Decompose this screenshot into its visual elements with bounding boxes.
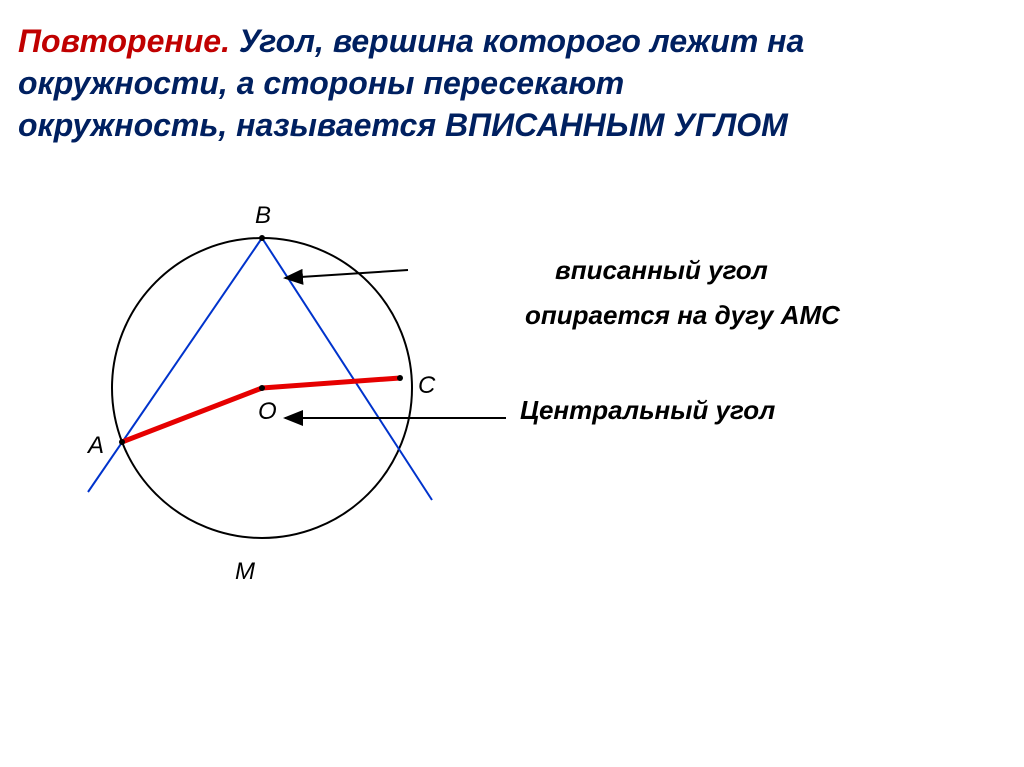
point-dot-A xyxy=(119,439,125,445)
point-dot-C xyxy=(397,375,403,381)
point-dot-B xyxy=(259,235,265,241)
central-angle-side-2 xyxy=(262,378,400,388)
geometry-diagram xyxy=(0,0,1024,767)
inscribed-angle-arrow xyxy=(285,270,408,278)
central-angle-side-1 xyxy=(122,388,262,442)
point-dot-O xyxy=(259,385,265,391)
